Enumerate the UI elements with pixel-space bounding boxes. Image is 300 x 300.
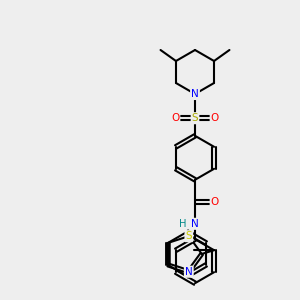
Text: N: N: [185, 267, 193, 277]
Text: O: O: [211, 197, 219, 207]
Text: O: O: [171, 113, 179, 123]
Text: N: N: [191, 219, 199, 229]
Text: N: N: [191, 89, 199, 99]
Text: H: H: [179, 219, 187, 229]
Text: S: S: [185, 231, 192, 241]
Text: S: S: [192, 113, 198, 123]
Text: O: O: [211, 113, 219, 123]
